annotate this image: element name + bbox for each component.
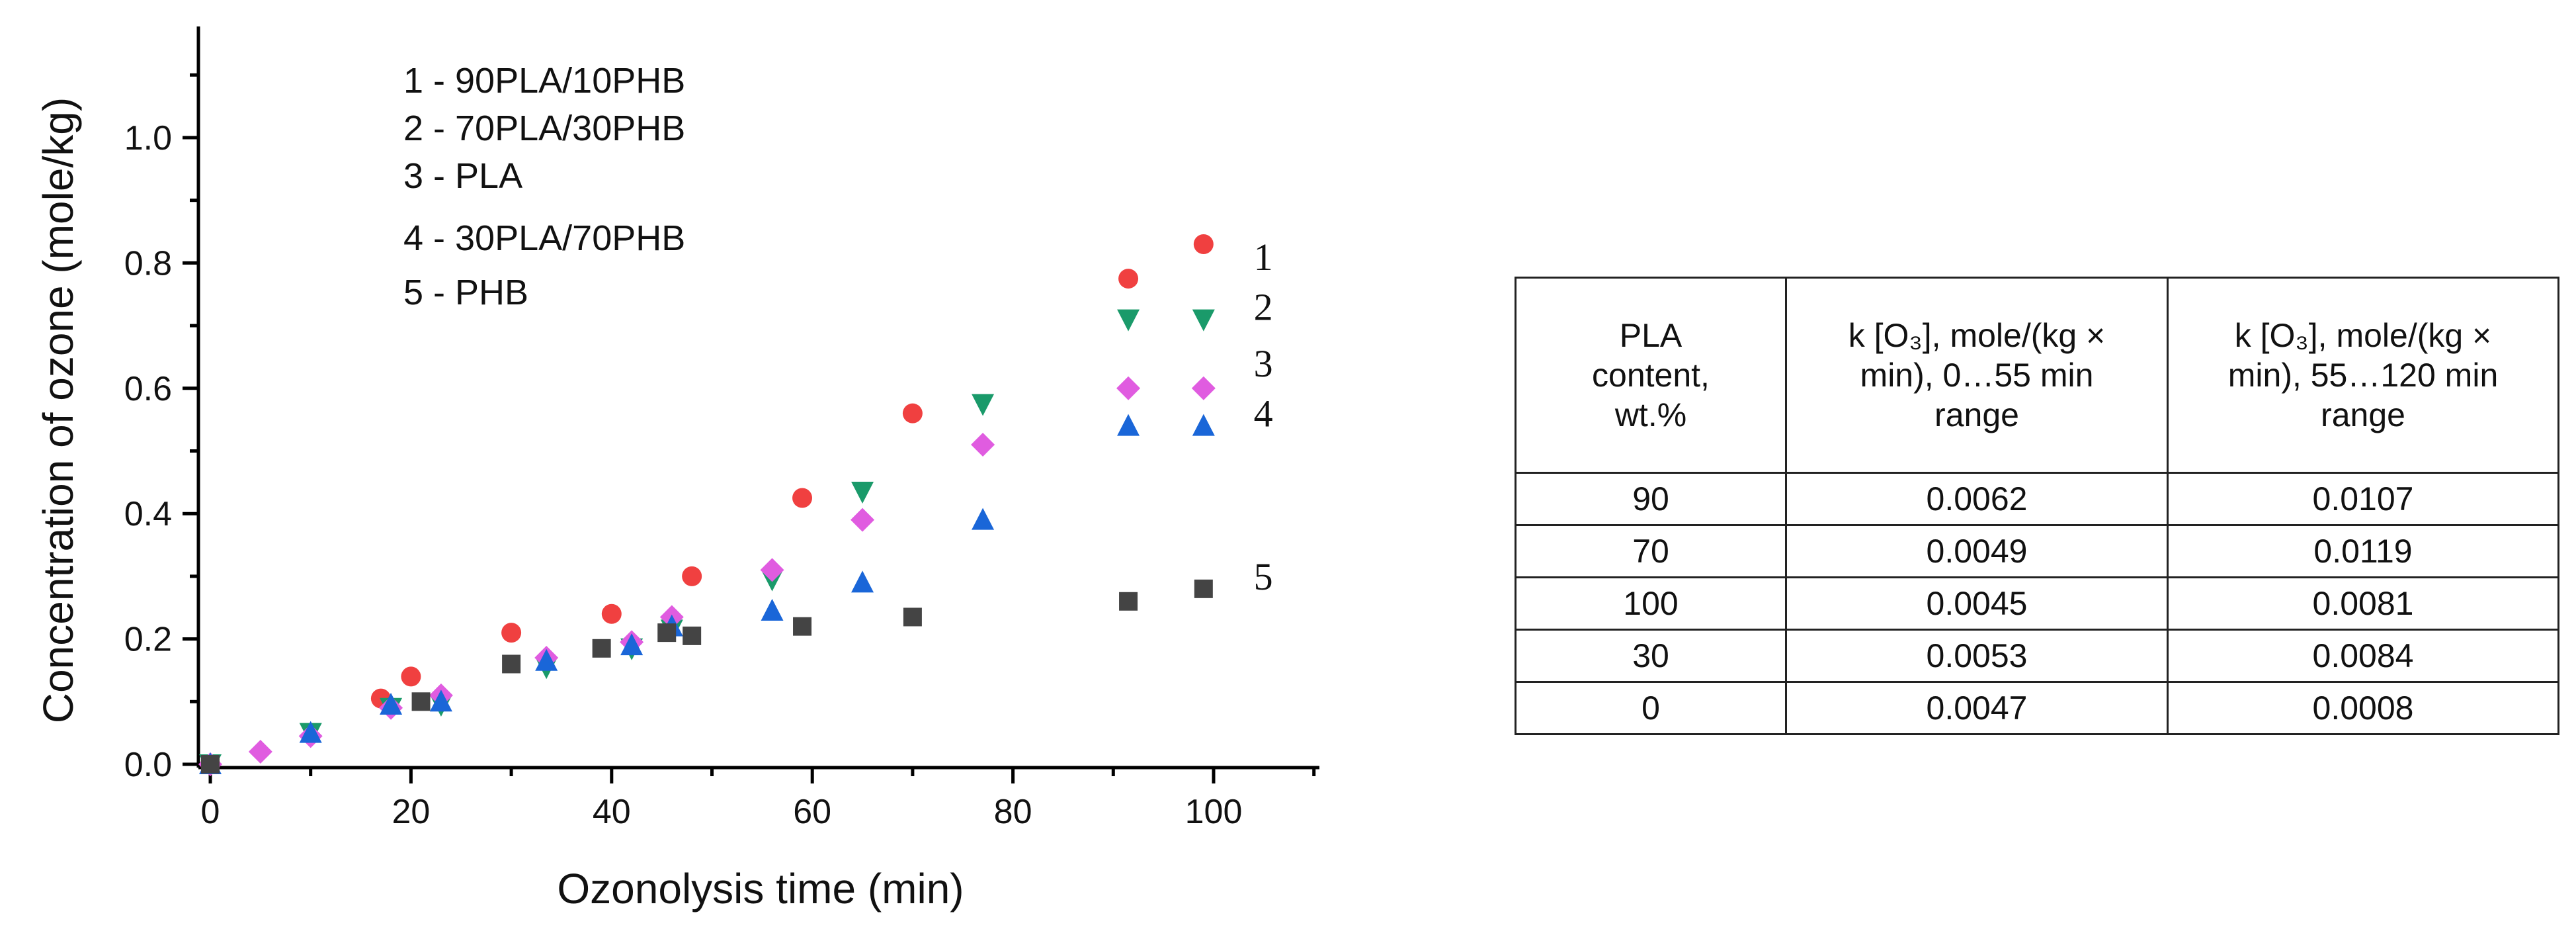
table-cell: 0.0008 [2167, 681, 2559, 735]
table-cell: 0.0107 [2167, 472, 2559, 526]
series-3-point [851, 508, 875, 532]
series-4-point [620, 633, 644, 656]
series-1-point [792, 488, 813, 508]
series-5-point [592, 639, 611, 658]
series-2-point [851, 482, 874, 504]
table-cell: 0.0084 [2167, 629, 2559, 683]
table-cell: 30 [1515, 629, 1787, 683]
curve-number-label: 1 [1254, 236, 1273, 279]
x-tick-label: 0 [201, 793, 220, 831]
series-4-point [429, 690, 452, 712]
table-header-row: PLA content, wt.% k [O₃], mole/(kg × min… [1515, 277, 2559, 474]
series-1-point [401, 666, 421, 687]
table-cell: 0.0049 [1785, 524, 2169, 578]
series-1-point [501, 623, 522, 643]
x-tick-label: 20 [392, 793, 430, 831]
y-axis-title: Concentration of ozone (mole/kg) [34, 97, 82, 723]
series-1-key-marker [1193, 234, 1214, 254]
legend-entry-3: 3 - PLA [403, 156, 522, 196]
x-tick-label: 60 [793, 793, 831, 831]
series-3-point [971, 433, 995, 457]
legend-entry-5: 5 - PHB [403, 273, 528, 312]
y-tick-label: 1.0 [124, 119, 172, 157]
header-line: k [O₃], mole/(kg × [2234, 317, 2492, 354]
header-line: range [1934, 396, 2019, 433]
header-line: k [O₃], mole/(kg × [1848, 317, 2106, 354]
table-cell: 70 [1515, 524, 1787, 578]
table-cell: 0.0047 [1785, 681, 2169, 735]
series-3-point [248, 740, 272, 764]
series-4-key-marker [1192, 414, 1215, 436]
series-5-point [411, 692, 431, 711]
table-row: 30 0.0053 0.0084 [1515, 629, 2559, 683]
series-5-point [657, 623, 677, 643]
x-tick-label: 40 [593, 793, 631, 831]
series-5-point [903, 607, 922, 627]
table-row: 0 0.0047 0.0008 [1515, 681, 2559, 735]
y-tick-label: 0.2 [124, 621, 172, 659]
table-cell: 0.0081 [2167, 576, 2559, 631]
table-cell: 0 [1515, 681, 1787, 735]
header-pla-content: PLA content, wt.% [1515, 277, 1787, 474]
y-tick-label: 0.6 [124, 370, 172, 408]
series-3-key-marker [1191, 376, 1216, 400]
curve-number-label: 3 [1254, 342, 1273, 385]
header-line: min), 55…120 min [2227, 357, 2499, 394]
table-row: 90 0.0062 0.0107 [1515, 472, 2559, 526]
curve-number-label: 2 [1254, 286, 1273, 329]
series-4-point [761, 598, 784, 621]
series-1-point [682, 566, 702, 586]
series-3-point [760, 558, 784, 582]
y-tick-label: 0.4 [124, 495, 172, 533]
series-4-point [299, 721, 322, 743]
series-4-point [851, 570, 874, 593]
series-2-key-marker [1192, 309, 1215, 332]
header-line: PLA [1619, 317, 1683, 354]
series-4-point [380, 693, 403, 715]
series-5-point [683, 626, 702, 645]
series-5-point [201, 755, 220, 774]
header-line: wt.% [1614, 396, 1687, 433]
table-row: 70 0.0049 0.0119 [1515, 524, 2559, 578]
series-2-point [1117, 309, 1140, 332]
series-5-point [1119, 592, 1138, 611]
x-axis-title: Ozonolysis time (min) [557, 865, 964, 913]
series-2-point [972, 394, 995, 416]
series-1-point [1118, 269, 1139, 289]
table-cell: 0.0053 [1785, 629, 2169, 683]
x-tick-label: 80 [994, 793, 1032, 831]
x-tick-label: 100 [1185, 793, 1243, 831]
legend-entry-2: 2 - 70PLA/30PHB [403, 109, 685, 148]
curve-number-label: 4 [1254, 392, 1273, 435]
legend-entry-4: 4 - 30PLA/70PHB [403, 218, 685, 258]
table-cell: 100 [1515, 576, 1787, 631]
rate-constant-table: PLA content, wt.% k [O₃], mole/(kg × min… [1515, 277, 2559, 735]
series-1-point [902, 403, 923, 423]
series-5-point [502, 654, 521, 674]
series-1-point [601, 603, 622, 624]
series-3-point [1116, 376, 1141, 400]
table-cell: 0.0119 [2167, 524, 2559, 578]
table-cell: 0.0045 [1785, 576, 2169, 631]
curve-number-label: 5 [1254, 555, 1273, 598]
ozone-concentration-chart: 0.0 0.2 0.4 0.6 0.8 1.0 0 20 40 60 80 100 1 2 3 4 5 1 -… [34, 26, 1319, 913]
series-5-point [793, 617, 812, 636]
header-line: min), 0…55 min [1860, 357, 2094, 394]
series-4-point [1117, 414, 1140, 436]
series-4-point [535, 648, 558, 671]
header-k-early-range: k [O₃], mole/(kg × min), 0…55 min range [1785, 277, 2169, 474]
header-k-late-range: k [O₃], mole/(kg × min), 55…120 min rang… [2167, 277, 2559, 474]
table-cell: 0.0062 [1785, 472, 2169, 526]
table-row: 100 0.0045 0.0081 [1515, 576, 2559, 631]
header-line: content, [1592, 357, 1710, 394]
y-tick-label: 0.0 [124, 746, 172, 784]
y-tick-label: 0.8 [124, 244, 172, 283]
legend-entry-1: 1 - 90PLA/10PHB [403, 61, 685, 101]
series-5-key-marker [1194, 579, 1213, 598]
series-4-point [972, 508, 995, 530]
header-line: range [2321, 396, 2405, 433]
table-cell: 90 [1515, 472, 1787, 526]
